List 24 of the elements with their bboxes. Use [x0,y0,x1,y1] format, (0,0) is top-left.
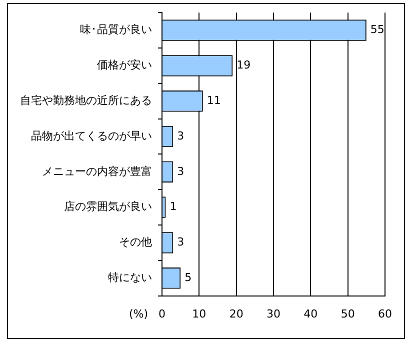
data-label: 3 [177,164,184,178]
x-axis-title: (%) [128,308,148,321]
y-tick-label: 自宅や勤務地の近所にある [20,94,152,107]
y-tick-label: 品物が出てくるのが早い [31,129,152,142]
x-tick-label: 30 [266,307,280,320]
data-label: 19 [236,58,251,72]
x-tick-label: 0 [158,307,166,320]
y-tick-label: 味･品質が良い [80,23,152,36]
data-label: 3 [177,129,184,142]
y-tick-label: 特にない [108,270,152,284]
y-tick-label: 価格が安い [97,58,152,72]
x-tick-label: 10 [192,307,206,320]
data-label: 55 [370,23,384,36]
x-tick-label: 20 [229,307,244,320]
data-label: 1 [170,200,177,214]
y-tick-label: その他 [119,236,152,249]
y-tick-label: メニューの内容が豊富 [42,164,152,178]
data-label: 5 [184,270,192,284]
x-tick-label: 50 [340,307,355,320]
data-label: 11 [206,94,221,107]
data-label: 3 [177,236,184,249]
y-tick-label: 店の雰囲気が良い [64,200,152,214]
x-tick-label: 40 [304,307,318,320]
x-tick-label: 60 [378,307,392,320]
